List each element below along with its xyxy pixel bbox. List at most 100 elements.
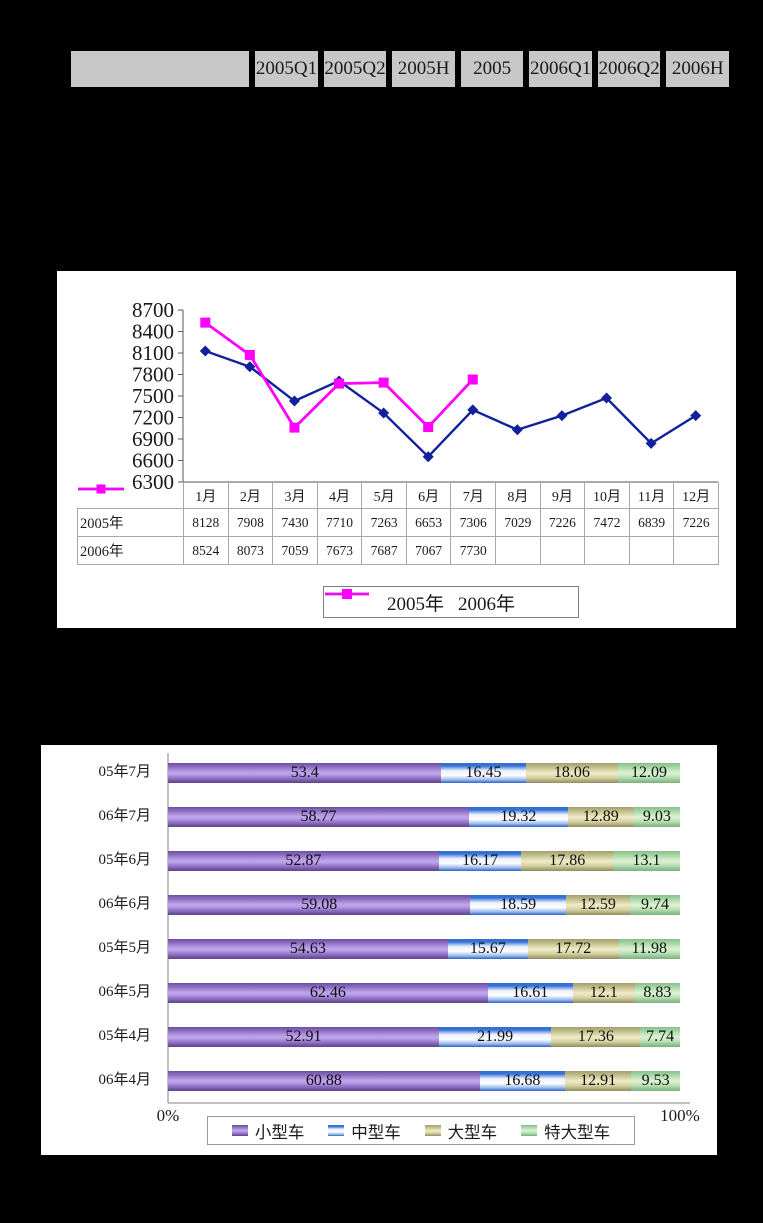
square-marker — [200, 317, 211, 328]
quarter-header-cell: 2006Q1 — [528, 50, 593, 88]
bar-segment-特大型车: 11.98 — [618, 939, 680, 959]
quarter-header-cell: 2005Q1 — [254, 50, 319, 88]
bar-segment-value: 21.99 — [477, 1028, 514, 1045]
legend-item: 2006年 — [325, 589, 516, 616]
bar-segment-小型车: 52.91 — [168, 1027, 439, 1047]
legend-color-chip — [231, 1125, 248, 1136]
bar-segment-value: 8.83 — [643, 984, 672, 1001]
series-value-cell: 7430 — [272, 508, 318, 537]
legend-item: 特大型车 — [521, 1119, 610, 1143]
y-axis-tick-label: 7500 — [132, 384, 174, 408]
series-key: 2006年 — [78, 484, 183, 561]
diamond-marker — [244, 361, 256, 373]
bar-segment-value: 16.17 — [462, 852, 499, 869]
bar-segment-中型车: 16.17 — [438, 851, 522, 871]
quarter-header-table: 2005Q1 2005Q2 2005H 2005 2006Q1 2006Q2 2006H — [70, 50, 730, 88]
quarter-header-cell: 2005H — [391, 50, 456, 88]
y-axis-tick-label: 6900 — [132, 427, 174, 451]
bar-segment-value: 12.09 — [631, 764, 668, 781]
bar-segment-value: 7.74 — [646, 1028, 675, 1045]
series-value-cell: 7029 — [495, 508, 541, 537]
bar-segment-小型车: 53.4 — [168, 763, 442, 783]
month-header-cell: 9月 — [539, 482, 586, 509]
legend-item: 大型车 — [424, 1119, 498, 1143]
legend-item-label: 2006年 — [458, 593, 516, 615]
series-key-label: 2005年 — [80, 516, 124, 532]
bar-segment-大型车: 17.72 — [527, 939, 619, 959]
bar-category-label: 05年4月 — [98, 1028, 151, 1044]
square-marker — [423, 422, 434, 433]
series-value-cell: 6653 — [405, 508, 452, 537]
diamond-marker — [467, 404, 479, 416]
stacked-bar-row: 62.46 16.61 12.1 8.83 — [168, 983, 680, 1003]
bar-segment-value: 9.53 — [641, 1072, 670, 1089]
series-line-2005年 — [204, 349, 697, 459]
bar-segment-小型车: 52.87 — [168, 851, 439, 871]
series-value-cell — [673, 536, 719, 565]
bar-segment-value: 62.46 — [309, 984, 346, 1001]
series-value-cell: 7472 — [584, 508, 630, 537]
legend-item-label: 特大型车 — [544, 1122, 611, 1142]
bar-category-label: 06年7月 — [98, 808, 151, 824]
bar-category-label: 06年5月 — [98, 984, 151, 1000]
bar-segment-特大型车: 7.74 — [640, 1027, 680, 1047]
series-value-cell: 7059 — [272, 536, 318, 565]
diamond-marker — [556, 410, 568, 422]
legend-item-label: 中型车 — [351, 1122, 401, 1142]
stacked-bar-row: 52.87 16.17 17.86 13.1 — [168, 851, 680, 871]
series-value-cell: 8524 — [183, 536, 229, 565]
legend-key-sample — [325, 589, 369, 599]
bar-category-label: 05年6月 — [98, 852, 151, 868]
series-value-cell: 8073 — [227, 536, 274, 565]
bar-segment-大型车: 12.91 — [565, 1071, 632, 1091]
bar-segment-中型车: 16.68 — [479, 1071, 566, 1091]
bar-segment-value: 16.45 — [465, 764, 502, 781]
bar-segment-value: 18.59 — [500, 896, 537, 913]
series-data-row: 2006年 8524 8073 7059 7673 7687 7067 7730 — [77, 484, 719, 565]
bar-segment-中型车: 16.45 — [441, 763, 526, 783]
bar-segment-value: 12.59 — [579, 896, 616, 913]
bar-segment-value: 59.08 — [301, 896, 338, 913]
series-key-cell: 2005年 — [77, 484, 184, 537]
stacked-bar-row: 60.88 16.68 12.91 9.53 — [168, 1071, 680, 1091]
square-marker — [244, 349, 255, 360]
diamond-marker — [511, 424, 523, 436]
bar-segment-大型车: 12.89 — [567, 807, 634, 827]
y-axis-tick-label: 8400 — [132, 320, 174, 344]
bar-segment-特大型车: 8.83 — [634, 983, 680, 1003]
series-value-cell: 7226 — [673, 508, 719, 537]
bar-segment-value: 52.91 — [285, 1028, 322, 1045]
y-axis-tick-label: 7800 — [132, 363, 174, 387]
bar-segment-value: 16.61 — [512, 984, 549, 1001]
stacked-bar-row: 52.91 21.99 17.36 7.74 — [168, 1027, 680, 1047]
legend-color-chip — [521, 1125, 538, 1136]
bar-segment-小型车: 59.08 — [168, 895, 471, 915]
bar-segment-大型车: 12.59 — [565, 895, 631, 915]
diamond-marker — [199, 345, 211, 357]
bar-segment-value: 54.63 — [289, 940, 326, 957]
quarter-table-corner-cell — [70, 50, 251, 88]
bar-segment-value: 12.1 — [589, 984, 618, 1001]
series-line-2006年 — [204, 321, 474, 430]
bar-segment-大型车: 12.1 — [572, 983, 635, 1003]
legend-item-label: 小型车 — [254, 1122, 305, 1142]
quarter-header-cell: 2006Q2 — [596, 50, 662, 88]
month-header-cell: 6月 — [405, 482, 452, 509]
stacked-bar-row: 53.4 16.45 18.06 12.09 — [168, 763, 680, 783]
square-marker — [334, 378, 345, 389]
bar-segment-大型车: 17.36 — [551, 1027, 641, 1047]
bar-segment-中型车: 19.32 — [468, 807, 568, 827]
series-value-cell: 7710 — [316, 508, 363, 537]
month-header-row: 1月 2月 3月 4月 5月 6月 7月 8月 9月 10月 11月 12月 — [78, 482, 719, 509]
series-value-cell: 7908 — [227, 508, 274, 537]
legend-item-label: 大型车 — [447, 1122, 498, 1142]
series-value-cell: 7067 — [405, 536, 452, 565]
bar-segment-value: 52.87 — [285, 852, 322, 869]
bar-segment-value: 17.86 — [549, 852, 586, 869]
bar-segment-中型车: 15.67 — [447, 939, 528, 959]
bar-chart-legend: 小型车 中型车 大型车 特大型车 — [207, 1116, 635, 1145]
y-axis-tick-label: 8700 — [132, 298, 174, 322]
legend-color-chip — [424, 1125, 441, 1136]
bar-segment-value: 53.4 — [290, 764, 319, 781]
